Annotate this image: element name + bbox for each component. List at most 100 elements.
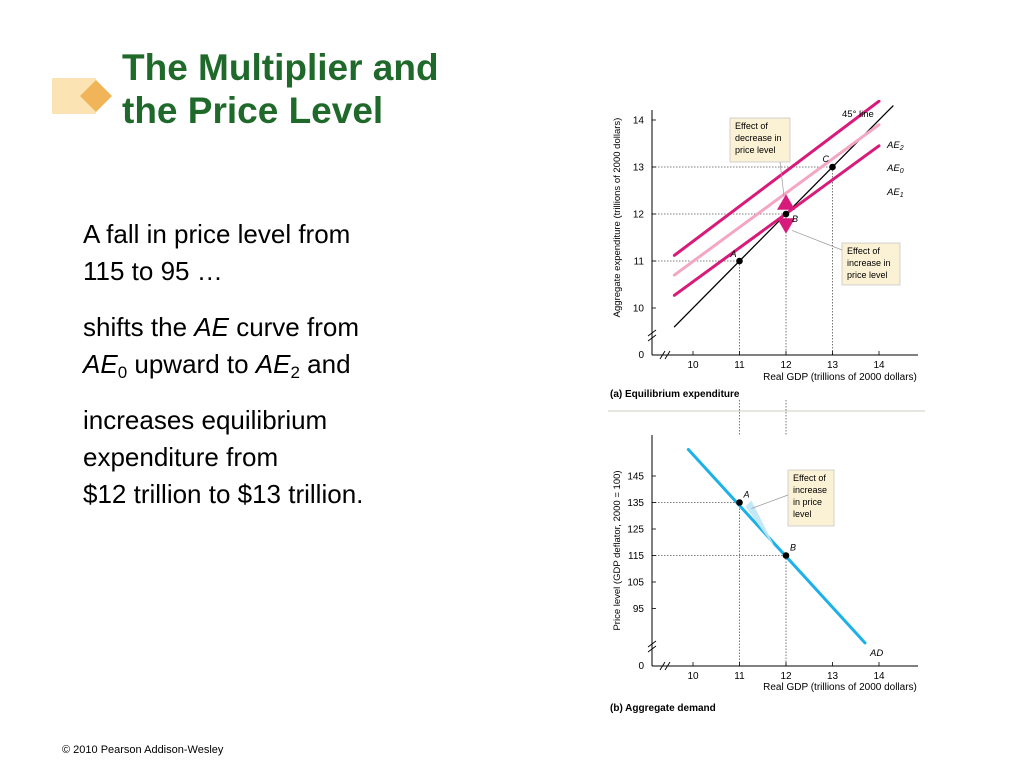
series-line-0 bbox=[686, 448, 867, 645]
bullet-3-line-1: increases equilibrium bbox=[83, 405, 328, 435]
panel-caption: (b) Aggregate demand bbox=[610, 703, 716, 714]
text: curve from bbox=[228, 312, 359, 342]
x-tick-label: 13 bbox=[827, 360, 839, 371]
series-label-ae: AE2 bbox=[886, 140, 904, 152]
series-line-1 bbox=[672, 100, 881, 257]
x-axis-label: Real GDP (trillions of 2000 dollars) bbox=[763, 372, 917, 383]
callout-pointer bbox=[779, 161, 785, 197]
bullet-2-line-1: shifts the AE curve from bbox=[83, 309, 483, 346]
x-tick-label: 10 bbox=[687, 360, 699, 371]
y-tick-label: 11 bbox=[634, 257, 645, 268]
callout-decrease-price-level: Effect of decrease in price level bbox=[729, 117, 791, 163]
y-tick-label: 0 bbox=[638, 350, 644, 361]
ae-term: AE bbox=[194, 312, 229, 342]
x-tick-label: 13 bbox=[827, 671, 839, 682]
slide-title: The Multiplier and the Price Level bbox=[122, 46, 439, 132]
bullet-3-line-2: expenditure from bbox=[83, 442, 279, 472]
series-name: AE bbox=[886, 140, 900, 151]
series-name: AE bbox=[886, 163, 900, 174]
y-tick-label: 14 bbox=[633, 116, 645, 127]
bullet-1-line-1: A fall in price level from bbox=[83, 219, 351, 249]
bullet-3-line-3: $12 trillion to $13 trillion. bbox=[83, 479, 364, 509]
series-name: AE bbox=[886, 187, 900, 198]
y-axis-label: Price level (GDP deflator, 2000 = 100) bbox=[612, 470, 623, 630]
callout-text: in price bbox=[793, 497, 822, 507]
x-axis-label: Real GDP (trillions of 2000 dollars) bbox=[763, 682, 917, 693]
point-label: A bbox=[743, 490, 750, 500]
ae0-subscript: 0 bbox=[117, 363, 128, 382]
callout-text: Effect of bbox=[735, 121, 768, 131]
y-axis-label: Aggregate expenditure (trillions of 2000… bbox=[612, 118, 623, 318]
bullet-price-fall: A fall in price level from 115 to 95 … bbox=[83, 216, 483, 290]
point-label: A bbox=[730, 249, 737, 259]
point-label: B bbox=[790, 543, 796, 553]
callout-box bbox=[729, 117, 791, 163]
callout-increase-price-level: Effect of increase in price level bbox=[787, 469, 835, 527]
series-subscript: 2 bbox=[899, 145, 904, 152]
axis-break-mark bbox=[647, 329, 657, 342]
x-tick-label: 11 bbox=[734, 671, 745, 682]
series-label-ad: AD bbox=[869, 648, 883, 659]
series-line-2 bbox=[672, 123, 881, 277]
series-label-ae: AE0 bbox=[886, 163, 904, 175]
axis-break-mark bbox=[659, 661, 671, 671]
point-label: B bbox=[792, 214, 798, 224]
shift-down-arrow bbox=[777, 218, 795, 234]
series-label-ae: AE1 bbox=[886, 187, 904, 199]
bullet-2-line-2: AE0 upward to AE2 and bbox=[83, 346, 483, 383]
y-tick-label: 145 bbox=[627, 472, 644, 483]
callout-text: level bbox=[793, 509, 812, 519]
axis-break-mark bbox=[647, 640, 657, 653]
ae0-term: AE bbox=[83, 349, 118, 379]
y-tick-label: 10 bbox=[633, 304, 645, 315]
callout-increase-price-level: Effect of increase in price level bbox=[841, 242, 901, 286]
bullet-ae-shift: shifts the AE curve from AE0 upward to A… bbox=[83, 309, 483, 383]
y-tick-label: 0 bbox=[638, 661, 644, 672]
axis-break-mark bbox=[659, 350, 671, 360]
series-label-45-line: 45° line bbox=[842, 109, 874, 120]
panel-caption: (a) Equilibrium expenditure bbox=[610, 389, 740, 400]
callout-text: price level bbox=[735, 145, 776, 155]
text: and bbox=[299, 349, 351, 379]
y-tick-label: 13 bbox=[633, 163, 645, 174]
movement-arrow bbox=[745, 500, 776, 550]
point-A bbox=[736, 257, 743, 265]
y-tick-label: 135 bbox=[627, 498, 644, 509]
callout-text: increase bbox=[793, 485, 827, 495]
series-subscript: 0 bbox=[900, 168, 904, 175]
callout-box bbox=[841, 242, 901, 286]
y-tick-label: 115 bbox=[628, 551, 644, 562]
callout-box bbox=[787, 469, 835, 527]
y-tick-label: 105 bbox=[627, 578, 644, 589]
shift-up-arrow bbox=[777, 194, 795, 210]
title-line-2: the Price Level bbox=[122, 90, 384, 131]
bullet-1-line-2: 115 to 95 … bbox=[83, 256, 223, 286]
x-tick-label: 14 bbox=[873, 360, 885, 371]
ae2-subscript: 2 bbox=[290, 363, 300, 382]
callout-text: increase in bbox=[847, 258, 891, 268]
x-tick-label: 11 bbox=[734, 360, 745, 371]
series-subscript: 1 bbox=[900, 192, 904, 199]
y-tick-label: 95 bbox=[633, 604, 645, 615]
callout-text: price level bbox=[847, 270, 888, 280]
callout-text: Effect of bbox=[847, 246, 880, 256]
bullet-equilibrium: increases equilibrium expenditure from $… bbox=[83, 402, 483, 513]
y-tick-label: 12 bbox=[633, 210, 645, 221]
x-tick-label: 12 bbox=[780, 360, 792, 371]
text: shifts the bbox=[83, 312, 195, 342]
point-B bbox=[782, 552, 790, 559]
title-decoration bbox=[52, 78, 112, 114]
x-tick-label: 10 bbox=[687, 671, 699, 682]
callout-pointer bbox=[751, 494, 789, 509]
callout-pointer bbox=[791, 230, 843, 251]
callout-text: decrease in bbox=[735, 133, 782, 143]
point-B bbox=[782, 210, 790, 218]
x-tick-label: 14 bbox=[873, 671, 885, 682]
copyright-footer: © 2010 Pearson Addison-Wesley bbox=[62, 744, 224, 756]
text: upward to bbox=[127, 349, 256, 379]
y-tick-label: 125 bbox=[627, 525, 644, 536]
slide-body: A fall in price level from 115 to 95 … s… bbox=[83, 216, 483, 532]
